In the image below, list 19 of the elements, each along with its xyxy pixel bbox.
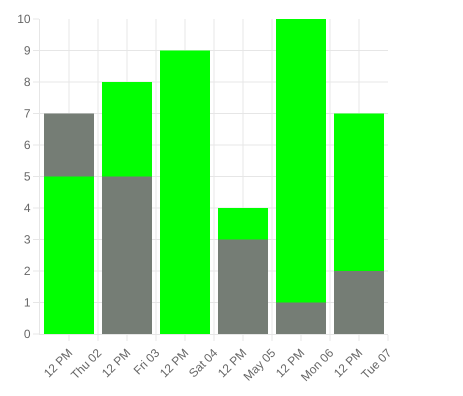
y-tick-label: 5 <box>24 170 31 184</box>
bar <box>102 176 152 334</box>
bar <box>334 114 384 271</box>
y-tick-label: 2 <box>24 264 31 278</box>
bar <box>276 19 326 302</box>
y-tick-label: 7 <box>24 106 31 121</box>
y-tick-label: 9 <box>24 44 31 58</box>
y-tick-label: 0 <box>24 327 31 342</box>
bar <box>334 271 384 334</box>
y-tick-label: 10 <box>17 12 31 26</box>
bar <box>218 240 268 334</box>
y-tick-label: 4 <box>24 201 31 216</box>
y-tick-label: 6 <box>24 138 31 152</box>
y-tick-label: 3 <box>24 232 31 247</box>
bar <box>276 302 326 334</box>
y-tick-label: 8 <box>24 75 31 90</box>
bar <box>218 208 268 240</box>
bar <box>102 82 152 176</box>
y-tick-label: 1 <box>24 296 31 310</box>
